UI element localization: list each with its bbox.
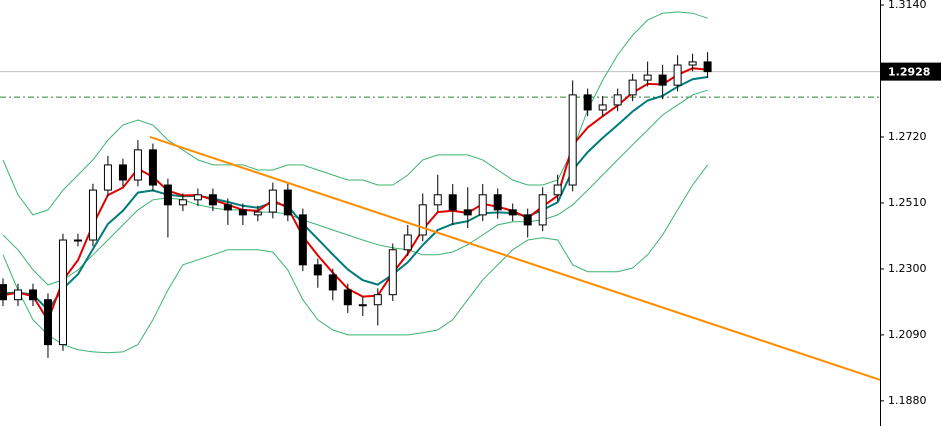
indicator-line [2, 89, 708, 286]
y-tick-label: 1.2720 [888, 130, 927, 143]
candle-body [253, 211, 262, 216]
candle-body [193, 194, 202, 201]
candle-body [388, 249, 397, 296]
candle-body [433, 194, 442, 206]
y-tick-label: 1.1880 [888, 394, 927, 407]
candle-body [403, 234, 412, 251]
candle-body [703, 61, 712, 73]
candle-body [313, 264, 322, 276]
indicator-line [2, 76, 708, 312]
indicator-line [2, 164, 709, 354]
candle-body [163, 184, 172, 206]
y-tick-label: 1.2090 [888, 328, 927, 341]
candle-body [523, 214, 532, 226]
candle-body [148, 149, 157, 186]
candle-body [628, 79, 637, 96]
candle-body [118, 164, 127, 181]
candle-body [448, 194, 457, 211]
candle-body [688, 61, 697, 66]
candle-body [283, 189, 292, 216]
candle-body [73, 239, 82, 242]
candle-body [238, 209, 247, 216]
candle-body [553, 184, 562, 196]
candle-body [208, 194, 217, 206]
candle-body [583, 94, 592, 111]
candle-body [43, 299, 52, 346]
candle-body [28, 289, 37, 301]
indicator-line [2, 67, 708, 323]
candle-body [133, 149, 142, 181]
candle-body [328, 274, 337, 291]
candle-body [58, 239, 67, 346]
y-tick-label: 1.2300 [888, 262, 927, 275]
candle-body [418, 204, 427, 236]
candle-body [673, 64, 682, 86]
candle-body [88, 189, 97, 241]
y-tick-label: 1.3140 [888, 0, 927, 11]
candle-body [103, 164, 112, 191]
candle-body [13, 289, 22, 301]
candle-body [358, 304, 367, 307]
candle-body [643, 74, 652, 81]
trendline [149, 136, 881, 381]
candle-body [0, 284, 7, 301]
candle-body [268, 189, 277, 213]
candle-body [658, 74, 667, 86]
candle-body [613, 94, 622, 106]
candle-body [463, 209, 472, 216]
candle-body [178, 199, 187, 206]
candle-body [373, 294, 382, 306]
candle-body [298, 214, 307, 266]
y-tick-label: 1.2510 [888, 196, 927, 209]
candle-body [568, 94, 577, 186]
candle-body [478, 194, 487, 216]
candle-body [508, 209, 517, 216]
candle-body [493, 194, 502, 211]
candle-body [223, 204, 232, 211]
last-price-box [881, 62, 941, 81]
candle-body [598, 104, 607, 111]
candle-body [538, 194, 547, 226]
candle-body [343, 289, 352, 306]
last-price-label: 1.2928 [888, 66, 930, 79]
